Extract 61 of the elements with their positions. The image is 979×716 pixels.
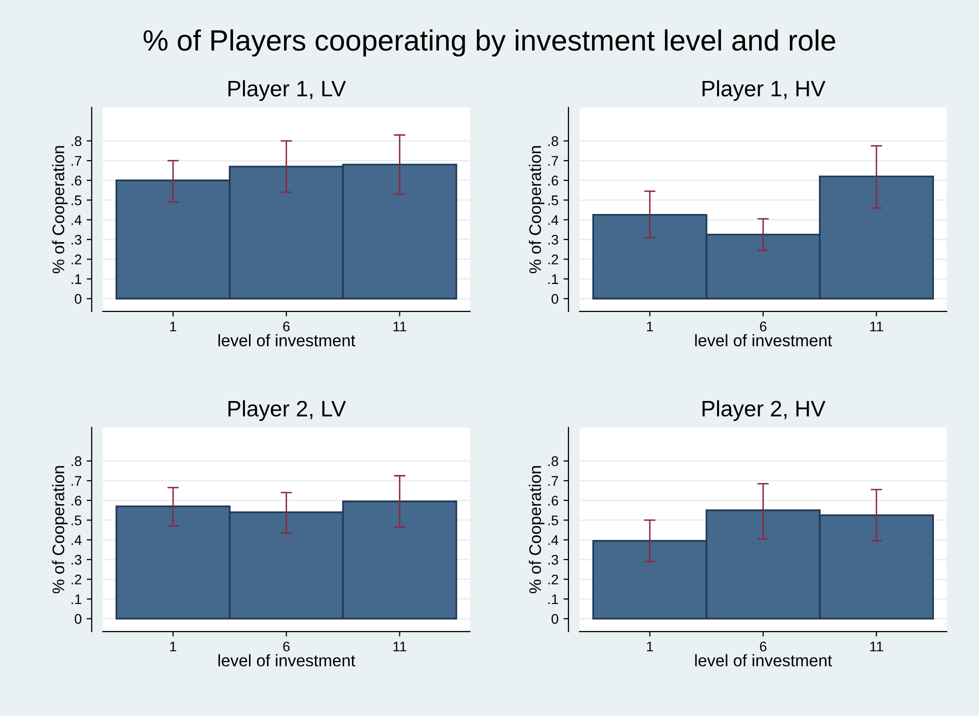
- x-tick-label: 11: [870, 642, 883, 652]
- y-tick-label: .3: [72, 554, 82, 565]
- y-tick-label: .6: [72, 496, 82, 506]
- y-tick-label: .4: [72, 535, 82, 545]
- y-axis-title: % of Cooperation: [528, 466, 544, 594]
- x-tick-label: 6: [760, 322, 766, 332]
- x-tick-label: 6: [283, 642, 290, 652]
- y-tick-label: .8: [72, 456, 82, 466]
- y-tick-label: .3: [548, 234, 558, 245]
- y-tick-label: .4: [72, 215, 82, 225]
- y-tick-label: .1: [72, 274, 82, 284]
- y-tick-label: 0: [74, 614, 82, 624]
- x-tick-label: 11: [394, 642, 406, 652]
- x-tick-label: 1: [170, 642, 176, 652]
- x-tick-label: 1: [170, 322, 176, 332]
- x-tick-label: 1: [647, 642, 654, 652]
- y-tick-label: .2: [548, 254, 558, 264]
- text: % of Players cooperating by investment level and role: [144, 29, 836, 57]
- y-tick-label: .6: [548, 496, 558, 506]
- y-tick-label: .7: [548, 156, 558, 166]
- y-tick-label: .6: [548, 176, 558, 186]
- y-tick-label: .4: [548, 535, 558, 545]
- y-axis-title: % of Cooperation: [52, 466, 68, 594]
- y-tick-label: .1: [548, 594, 558, 604]
- x-tick-label: 1: [647, 322, 654, 332]
- y-tick-label: .8: [548, 136, 558, 146]
- x-axis-title: level of investment: [218, 334, 356, 346]
- y-tick-label: .2: [72, 574, 82, 584]
- chart-title: Player 1, HV: [702, 80, 826, 101]
- y-tick-label: 0: [552, 614, 558, 624]
- y-tick-label: 0: [74, 294, 82, 304]
- y-tick-label: .3: [548, 554, 558, 565]
- y-axis-title: % of Cooperation: [52, 146, 68, 274]
- y-tick-label: .2: [548, 574, 558, 584]
- y-tick-label: .5: [72, 196, 82, 206]
- chart-title: Player 2, LV: [228, 400, 346, 421]
- x-axis-title: level of investment: [695, 654, 832, 666]
- x-tick-label: 6: [760, 642, 766, 652]
- x-axis-title: level of investment: [218, 654, 356, 666]
- x-tick-label: 6: [283, 322, 290, 332]
- y-tick-label: .7: [548, 476, 558, 486]
- y-tick-label: .1: [548, 274, 558, 284]
- y-tick-label: .3: [72, 234, 82, 245]
- y-tick-label: .5: [72, 516, 82, 526]
- x-tick-label: 11: [394, 322, 406, 332]
- y-tick-label: .2: [72, 254, 82, 264]
- chart-title: Player 1, LV: [228, 80, 346, 101]
- y-tick-label: .4: [548, 215, 558, 225]
- y-tick-label: .6: [72, 176, 82, 186]
- y-tick-label: .7: [72, 156, 82, 166]
- y-tick-label: 0: [552, 294, 558, 304]
- chart-title: Player 2, HV: [702, 400, 826, 421]
- y-tick-label: .5: [548, 516, 558, 526]
- x-axis-title: level of investment: [695, 334, 832, 346]
- x-tick-label: 11: [870, 322, 883, 332]
- y-tick-label: .1: [72, 594, 82, 604]
- y-tick-label: .8: [72, 136, 82, 146]
- y-tick-label: .5: [548, 196, 558, 206]
- y-tick-label: .7: [72, 476, 82, 486]
- y-tick-label: .8: [548, 456, 558, 466]
- y-axis-title: % of Cooperation: [528, 146, 544, 274]
